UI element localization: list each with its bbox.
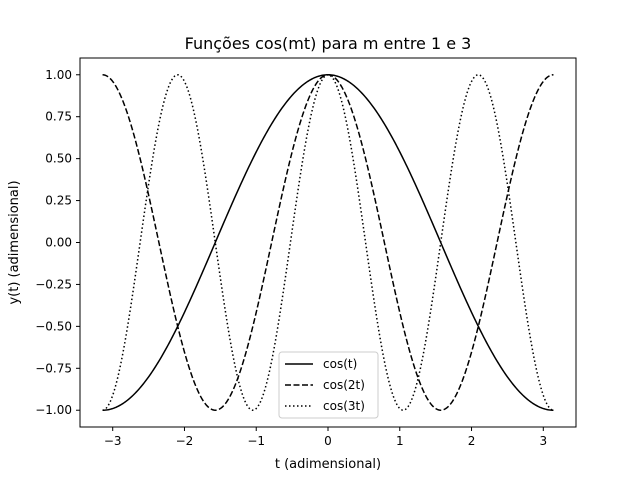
x-tick-label: 1 [396, 434, 404, 448]
x-tick-label: −1 [247, 434, 265, 448]
x-tick-label: −2 [176, 434, 194, 448]
y-tick-label: 0.00 [45, 236, 72, 250]
y-tick-label: −0.50 [35, 319, 72, 333]
x-axis-ticks: −3 −2 −1 0 1 2 3 [104, 427, 547, 448]
legend: cos(t) cos(2t) cos(3t) [278, 351, 379, 419]
series-layer [102, 74, 554, 411]
chart-title: Funções cos(mt) para m entre 1 e 3 [185, 34, 472, 53]
y-axis-ticks: 1.00 0.75 0.50 0.25 0.00 −0.25 −0.50 −0.75 −1.00 [35, 68, 80, 417]
y-tick-label: −0.75 [35, 361, 72, 375]
legend-label-1: cos(t) [323, 357, 357, 371]
x-tick-label: 0 [324, 434, 332, 448]
legend-box [278, 351, 379, 419]
y-tick-label: −0.25 [35, 277, 72, 291]
y-tick-label: 0.25 [45, 194, 72, 208]
legend-label-2: cos(2t) [323, 378, 365, 392]
y-axis-label: y(t) (adimensional) [7, 180, 22, 304]
x-axis-label: t (adimensional) [275, 457, 381, 472]
y-tick-label: −1.00 [35, 403, 72, 417]
x-tick-label: 3 [539, 434, 547, 448]
series-line-3 [102, 74, 554, 411]
y-tick-label: 1.00 [45, 68, 72, 82]
x-tick-label: −3 [104, 434, 122, 448]
legend-label-3: cos(3t) [323, 399, 365, 413]
x-tick-label: 2 [468, 434, 476, 448]
y-tick-label: 0.75 [45, 110, 72, 124]
y-tick-label: 0.50 [45, 152, 72, 166]
